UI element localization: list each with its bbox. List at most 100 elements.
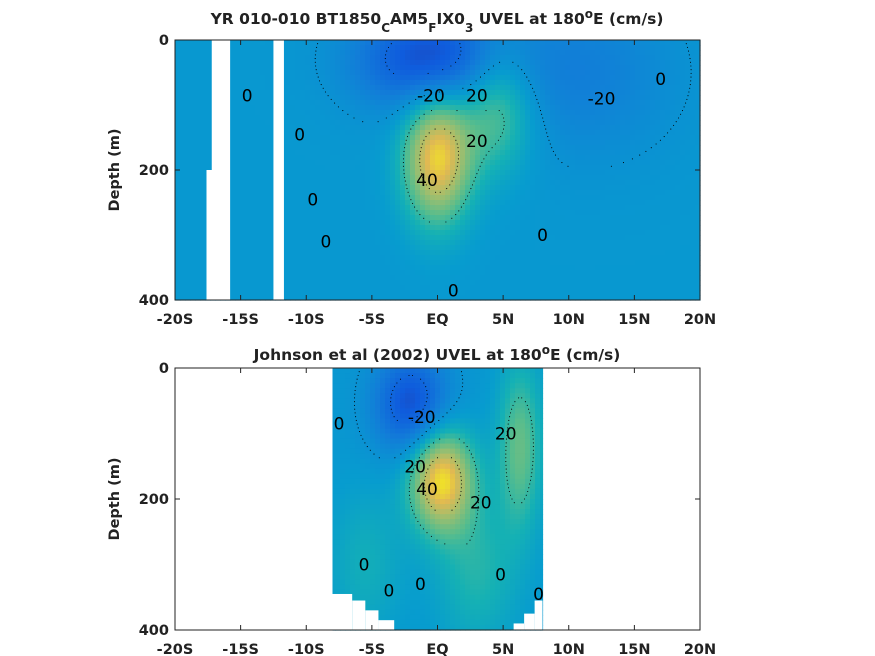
- heatmap-cell: [625, 265, 631, 271]
- heatmap-cell: [520, 160, 526, 166]
- heatmap-cell: [310, 295, 316, 301]
- heatmap-cell: [505, 210, 511, 216]
- heatmap-cell: [625, 85, 631, 91]
- heatmap-cell: [375, 85, 381, 91]
- heatmap-cell: [395, 70, 401, 76]
- heatmap-cell: [455, 85, 461, 91]
- heatmap-cell: [305, 120, 311, 126]
- heatmap-cell: [585, 65, 591, 71]
- heatmap-cell: [295, 175, 301, 181]
- heatmap-cell: [410, 240, 416, 246]
- heatmap-cell: [190, 185, 196, 191]
- heatmap-cell: [260, 75, 266, 81]
- heatmap-cell: [415, 125, 421, 131]
- heatmap-cell: [540, 40, 546, 46]
- heatmap-cell: [635, 115, 641, 121]
- heatmap-cell: [310, 75, 316, 81]
- heatmap-cell: [470, 125, 476, 131]
- heatmap-cell: [190, 70, 196, 76]
- heatmap-cell: [425, 245, 431, 251]
- heatmap-cell: [250, 90, 256, 96]
- heatmap-cell: [315, 140, 321, 146]
- heatmap-cell: [540, 280, 546, 286]
- heatmap-cell: [375, 135, 381, 141]
- heatmap-cell: [510, 110, 516, 116]
- heatmap-cell: [345, 135, 351, 141]
- heatmap-cell: [350, 270, 356, 276]
- heatmap-cell: [310, 40, 316, 46]
- heatmap-cell: [535, 260, 541, 266]
- heatmap-cell: [445, 135, 451, 141]
- heatmap-cell: [325, 130, 331, 136]
- heatmap-cell: [600, 295, 606, 301]
- heatmap-cell: [430, 80, 436, 86]
- heatmap-cell: [510, 155, 516, 161]
- heatmap-cell: [375, 220, 381, 226]
- heatmap-cell: [290, 40, 296, 46]
- heatmap-cell: [545, 130, 551, 136]
- heatmap-cell: [235, 70, 241, 76]
- heatmap-cell: [255, 100, 261, 106]
- heatmap-cell: [595, 295, 601, 301]
- heatmap-cell: [195, 215, 201, 221]
- heatmap-cell: [580, 165, 586, 171]
- heatmap-cell: [625, 50, 631, 56]
- heatmap-cell: [290, 55, 296, 61]
- heatmap-cell: [650, 45, 656, 51]
- heatmap-cell: [295, 40, 301, 46]
- heatmap-cell: [440, 50, 446, 56]
- heatmap-cell: [340, 185, 346, 191]
- heatmap-cell: [230, 70, 236, 76]
- heatmap-cell: [565, 225, 571, 231]
- heatmap-cell: [460, 275, 466, 281]
- heatmap-cell: [540, 85, 546, 91]
- heatmap-cell: [410, 290, 416, 296]
- heatmap-cell: [570, 245, 576, 251]
- heatmap-cell: [235, 150, 241, 156]
- heatmap-cell: [500, 60, 506, 66]
- heatmap-cell: [290, 190, 296, 196]
- heatmap-cell: [510, 205, 516, 211]
- heatmap-cell: [540, 210, 546, 216]
- heatmap-cell: [355, 100, 361, 106]
- heatmap-cell: [520, 205, 526, 211]
- heatmap-cell: [345, 155, 351, 161]
- heatmap-cell: [625, 205, 631, 211]
- heatmap-cell: [395, 190, 401, 196]
- heatmap-cell: [375, 270, 381, 276]
- heatmap-cell: [290, 250, 296, 256]
- heatmap-cell: [560, 60, 566, 66]
- heatmap-cell: [415, 140, 421, 146]
- heatmap-cell: [425, 110, 431, 116]
- heatmap-cell: [450, 205, 456, 211]
- heatmap-cell: [555, 215, 561, 221]
- heatmap-cell: [255, 240, 261, 246]
- heatmap-cell: [375, 120, 381, 126]
- heatmap-cell: [195, 225, 201, 231]
- heatmap-cell: [410, 255, 416, 261]
- heatmap-cell: [245, 110, 251, 116]
- heatmap-cell: [195, 280, 201, 286]
- heatmap-cell: [465, 225, 471, 231]
- heatmap-cell: [575, 295, 581, 301]
- heatmap-cell: [190, 155, 196, 161]
- heatmap-cell: [395, 260, 401, 266]
- heatmap-cell: [610, 175, 616, 181]
- heatmap-cell: [240, 220, 246, 226]
- heatmap-cell: [515, 165, 521, 171]
- heatmap-cell: [385, 145, 391, 151]
- heatmap-cell: [495, 280, 501, 286]
- heatmap-cell: [400, 140, 406, 146]
- heatmap-cell: [315, 215, 321, 221]
- heatmap-cell: [455, 105, 461, 111]
- heatmap-cell: [435, 165, 441, 171]
- heatmap-cell: [505, 190, 511, 196]
- heatmap-cell: [500, 215, 506, 221]
- heatmap-cell: [570, 40, 576, 46]
- heatmap-cell: [270, 105, 276, 111]
- heatmap-cell: [605, 190, 611, 196]
- heatmap-cell: [410, 220, 416, 226]
- heatmap-cell: [400, 105, 406, 111]
- heatmap-cell: [630, 150, 636, 156]
- heatmap-cell: [380, 265, 386, 271]
